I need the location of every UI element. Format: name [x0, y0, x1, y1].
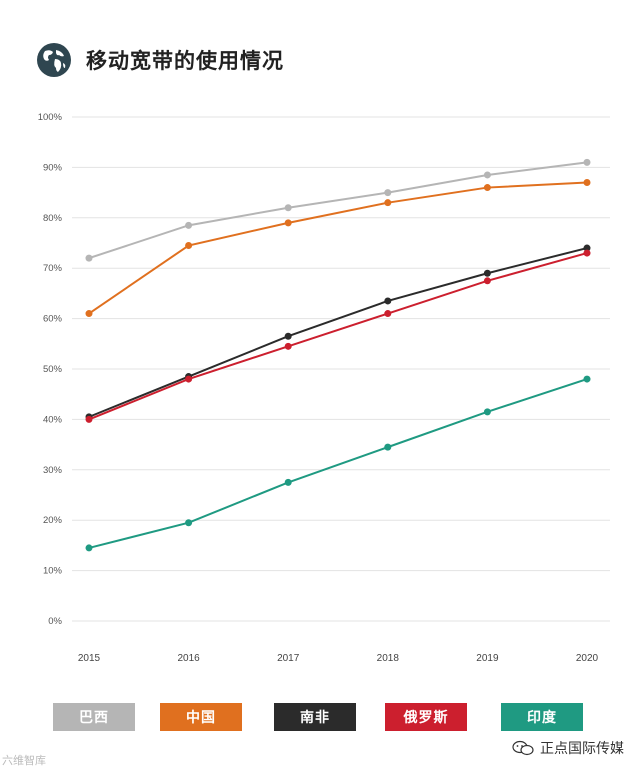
data-point: [384, 189, 392, 197]
y-tick-label: 30%: [43, 465, 63, 476]
data-point: [483, 408, 491, 416]
watermark-right-text: 正点国际传媒: [540, 741, 624, 757]
x-tick-label: 2017: [277, 653, 300, 664]
legend-label: 中国: [186, 710, 216, 726]
legend-item-south-africa: 南非: [274, 703, 356, 731]
series-line: [88, 181, 588, 315]
data-point: [185, 221, 193, 229]
watermark-right: 正点国际传媒: [512, 738, 624, 758]
data-point: [284, 219, 292, 227]
x-tick-label: 2016: [177, 653, 200, 664]
legend-item-china: 中国: [160, 703, 242, 731]
data-point: [85, 254, 93, 262]
series-0: [85, 158, 591, 262]
grid-lines: [72, 116, 610, 622]
x-axis-ticks: 2015 2016 2017 2018 2019 2020: [78, 653, 599, 664]
data-point: [583, 375, 591, 383]
x-tick-label: 2019: [476, 653, 499, 664]
y-tick-label: 20%: [43, 515, 63, 526]
line-chart: 100%90%80%70%60%50%40%30%20%10%0% 2015 20…: [38, 112, 610, 664]
data-point: [284, 204, 292, 212]
watermark-left: 六维智库: [2, 754, 46, 767]
y-tick-label: 10%: [43, 566, 63, 577]
legend: 巴西 中国 南非 俄罗斯 印度: [0, 703, 640, 731]
y-axis-ticks: 100% 90% 80% 70% 60% 50% 40% 30% 20% 10% 0%: [38, 112, 63, 627]
y-tick-label: 90%: [43, 162, 63, 173]
y-tick-label: 100%: [38, 112, 63, 123]
data-point: [185, 242, 193, 250]
y-tick-label: 70%: [43, 263, 63, 274]
legend-label: 巴西: [79, 710, 109, 726]
legend-item-brazil: 巴西: [53, 703, 135, 731]
data-point: [483, 184, 491, 192]
data-point: [583, 179, 591, 187]
x-tick-label: 2020: [576, 653, 599, 664]
y-tick-label: 60%: [43, 314, 63, 325]
y-tick-label: 40%: [43, 414, 63, 425]
data-point: [185, 375, 193, 383]
data-point: [583, 249, 591, 257]
data-point: [483, 277, 491, 285]
data-point: [384, 443, 392, 451]
series-1: [85, 179, 591, 318]
series-group: [85, 158, 591, 552]
y-tick-label: 80%: [43, 213, 63, 224]
legend-label: 俄罗斯: [403, 710, 449, 726]
series-line: [88, 252, 588, 421]
data-point: [583, 244, 591, 252]
globe-icon: [37, 43, 71, 77]
series-4: [85, 375, 591, 552]
chart-header: 移动宽带的使用情况: [36, 40, 284, 80]
data-point: [583, 158, 591, 166]
data-point: [284, 332, 292, 340]
data-point: [483, 171, 491, 179]
data-point: [85, 415, 93, 423]
x-tick-label: 2018: [377, 653, 400, 664]
chart-title: 移动宽带的使用情况: [86, 49, 284, 73]
data-point: [384, 310, 392, 318]
series-2: [85, 244, 591, 421]
data-point: [483, 269, 491, 277]
series-line: [88, 247, 588, 418]
data-point: [284, 342, 292, 350]
data-point: [85, 310, 93, 318]
wechat-icon: [512, 740, 534, 756]
legend-label: 印度: [527, 710, 557, 726]
data-point: [384, 199, 392, 207]
series-line: [88, 161, 588, 260]
y-tick-label: 50%: [43, 364, 63, 375]
x-tick-label: 2015: [78, 653, 101, 664]
data-point: [185, 519, 193, 527]
legend-label: 南非: [300, 710, 330, 726]
series-3: [85, 249, 591, 423]
data-point: [85, 544, 93, 552]
data-point: [384, 297, 392, 305]
y-tick-label: 0%: [48, 616, 62, 627]
legend-item-russia: 俄罗斯: [385, 703, 467, 731]
legend-item-india: 印度: [501, 703, 583, 731]
data-point: [284, 478, 292, 486]
series-line: [88, 378, 588, 549]
